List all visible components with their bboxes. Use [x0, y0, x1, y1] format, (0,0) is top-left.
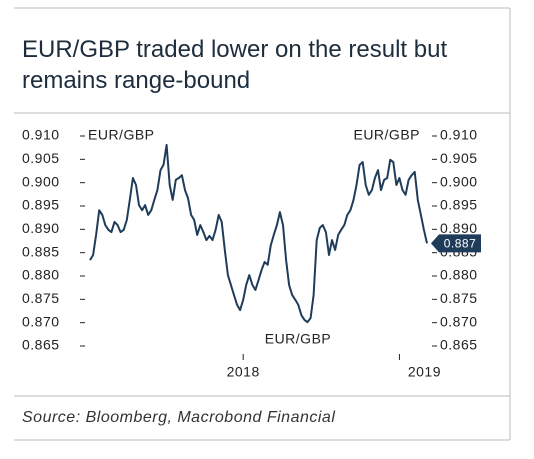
x-tick-label: 2019 [408, 364, 441, 380]
y-tick-label: 0.870 [22, 313, 60, 329]
y2-tick-label: 0.890 [440, 220, 478, 236]
y-tick-label: 0.895 [22, 197, 60, 213]
y2-tick-label: 0.905 [440, 150, 478, 166]
y2-tick-label: 0.910 [440, 127, 478, 143]
y-tick-label: 0.900 [22, 173, 60, 189]
chart-title: EUR/GBP traded lower on the result but r… [22, 36, 448, 94]
y2-tick-label: 0.875 [440, 290, 478, 306]
y-tick-label: 0.875 [22, 290, 60, 306]
value-callout [431, 234, 481, 253]
annotation: EUR/GBP [88, 127, 155, 143]
x-tick-label: 2018 [227, 364, 260, 380]
y2-tick-label: 0.865 [440, 337, 478, 353]
y2-tick-label: 0.880 [440, 267, 478, 283]
y-tick-label: 0.885 [22, 243, 60, 259]
source: Source: Bloomberg, Macrobond Financial [22, 409, 335, 426]
value-label: 0.887 [444, 237, 477, 251]
y-tick-label: 0.890 [22, 220, 60, 236]
annotation: EUR/GBP [353, 127, 420, 143]
annotation: EUR/GBP [265, 331, 332, 347]
y-tick-label: 0.865 [22, 337, 60, 353]
y-tick-label: 0.910 [22, 127, 60, 143]
y-tick-label: 0.905 [22, 150, 60, 166]
y-tick-label: 0.880 [22, 267, 60, 283]
line [89, 143, 428, 324]
y2-tick-label: 0.895 [440, 197, 478, 213]
y2-tick-label: 0.900 [440, 173, 478, 189]
y2-tick-label: 0.870 [440, 313, 478, 329]
